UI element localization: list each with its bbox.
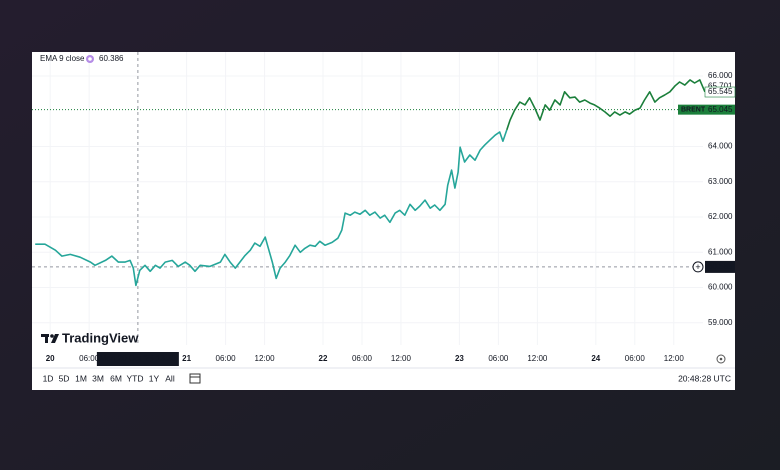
x-tick-label: 23 (455, 354, 464, 363)
price-line (35, 129, 508, 287)
x-tick-label: 06:00 (625, 354, 646, 363)
price-marker-box (705, 81, 735, 92)
legend-value: 60.386 (99, 54, 124, 63)
range-button[interactable]: 1D (43, 373, 54, 383)
range-button[interactable]: 5D (59, 373, 70, 383)
price-marker-label: 65.701 (708, 82, 733, 91)
x-tick-label: 06:00 (79, 354, 100, 363)
legend-icon-dot (88, 57, 92, 61)
y-tick-label: 64.000 (708, 142, 733, 151)
crosshair-x-label: Mon 20 Oct '25 13:30 (100, 354, 177, 363)
price-marker-box (704, 86, 736, 98)
crosshair-y-box (705, 260, 735, 273)
crosshair-y-label: 60.585 (708, 262, 733, 271)
x-tick-label: 21 (182, 354, 191, 363)
y-tick-label: 63.000 (708, 177, 733, 186)
last-price-label: 65.045 (708, 105, 733, 114)
crosshair-x-box (96, 352, 179, 366)
add-alert-icon[interactable] (692, 261, 704, 273)
x-tick-label: 06:00 (216, 354, 237, 363)
y-tick-label: 61.000 (708, 247, 733, 256)
x-tick-label: 06:00 (488, 354, 509, 363)
x-tick-label: 12:00 (664, 354, 685, 363)
watermark: TradingView (62, 330, 139, 345)
x-tick-label: 20 (46, 354, 55, 363)
x-tick-label: 12:00 (527, 354, 548, 363)
last-price-box (705, 104, 735, 115)
plot-area (32, 52, 706, 345)
range-button[interactable]: 6M (110, 373, 122, 383)
clock: 20:48:28 UTC (678, 373, 731, 383)
x-tick-label: 22 (319, 354, 328, 363)
x-tick-label: 12:00 (391, 354, 412, 363)
range-button[interactable]: 1M (75, 373, 87, 383)
y-tick-label: 66.000 (708, 71, 733, 80)
range-button[interactable]: YTD (127, 373, 144, 383)
watermark-logo (41, 334, 59, 343)
range-button[interactable]: 3M (92, 373, 104, 383)
y-tick-label: 62.000 (708, 212, 733, 221)
settings-icon-dot (719, 357, 723, 361)
range-button[interactable]: 1Y (149, 373, 160, 383)
price-line (506, 79, 706, 131)
add-alert-plus: + (695, 262, 700, 272)
price-marker-label: 65.545 (708, 87, 733, 96)
x-tick-label: 12:00 (255, 354, 276, 363)
legend-name: EMA 9 close (40, 54, 85, 63)
y-tick-label: 60.000 (708, 283, 733, 292)
date-range-icon[interactable] (189, 373, 201, 384)
settings-icon[interactable] (716, 354, 726, 364)
x-tick-label: 24 (591, 354, 600, 363)
chart-panel (32, 52, 735, 390)
last-price-name: BRENT (681, 106, 706, 113)
x-tick-label: 06:00 (352, 354, 373, 363)
y-tick-label: 59.000 (708, 318, 733, 327)
last-price-name-box (678, 104, 705, 115)
range-button[interactable]: All (165, 373, 175, 383)
